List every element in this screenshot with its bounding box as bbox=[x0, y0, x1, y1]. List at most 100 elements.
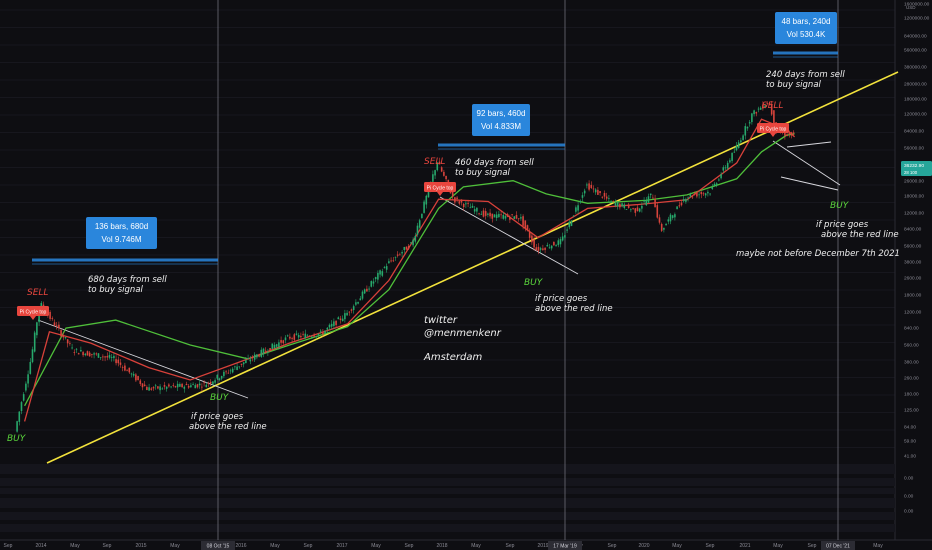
price-candle bbox=[304, 333, 307, 339]
price-candle bbox=[548, 247, 551, 249]
price-candle bbox=[64, 337, 67, 339]
price-candle bbox=[62, 335, 65, 338]
buy-label: BUY bbox=[524, 278, 544, 288]
price-candle bbox=[102, 356, 104, 358]
price-candle bbox=[370, 281, 373, 287]
price-candle bbox=[137, 376, 139, 381]
price-candle bbox=[311, 336, 313, 338]
price-candle bbox=[238, 366, 241, 368]
y-tick-label: 84.00 bbox=[904, 425, 916, 431]
x-tick-label: Sep bbox=[103, 543, 112, 549]
price-candle bbox=[203, 382, 205, 384]
price-candle bbox=[33, 332, 36, 352]
price-candle bbox=[324, 330, 326, 334]
price-candle bbox=[60, 330, 62, 337]
y-tick-label: 380000.00 bbox=[904, 65, 927, 71]
price-candle bbox=[236, 366, 238, 370]
price-candle bbox=[592, 188, 595, 190]
price-candle bbox=[438, 161, 441, 165]
price-candle bbox=[702, 193, 705, 195]
price-candle bbox=[729, 160, 731, 163]
measure-volume: Vol 530.4K bbox=[787, 30, 826, 39]
price-candle bbox=[187, 385, 190, 388]
price-candle bbox=[174, 386, 177, 388]
price-candle bbox=[522, 216, 524, 226]
price-candle bbox=[691, 196, 694, 198]
price-candle bbox=[289, 336, 291, 339]
price-candle bbox=[220, 376, 223, 379]
pi-cycle-top-label: Pi Cycle top bbox=[20, 309, 47, 315]
red-moving-average-line bbox=[23, 118, 796, 422]
price-candle bbox=[240, 363, 243, 365]
price-candle bbox=[361, 291, 364, 299]
price-candle bbox=[308, 335, 311, 337]
measure-info-box bbox=[86, 217, 157, 249]
price-candle bbox=[352, 306, 355, 311]
price-candle bbox=[273, 344, 276, 349]
price-candle bbox=[55, 325, 58, 327]
price-candle bbox=[445, 175, 447, 180]
price-candle bbox=[212, 381, 214, 385]
price-candle bbox=[333, 321, 335, 326]
price-candle bbox=[489, 212, 491, 217]
price-candle bbox=[73, 352, 76, 353]
price-candle bbox=[784, 130, 786, 136]
price-candle bbox=[207, 382, 210, 384]
price-candle bbox=[645, 200, 648, 206]
pi-cycle-top-pointer bbox=[770, 133, 776, 137]
price-candle bbox=[748, 122, 751, 124]
price-candle bbox=[383, 267, 386, 269]
price-candle bbox=[612, 200, 615, 202]
y-tick-label: 560.00 bbox=[904, 343, 919, 349]
price-candle bbox=[533, 239, 535, 248]
price-candle bbox=[630, 209, 632, 211]
price-candle bbox=[790, 132, 793, 136]
price-candle bbox=[757, 108, 760, 110]
price-candle bbox=[601, 196, 604, 198]
days-from-sell-note: 460 days from sell bbox=[455, 158, 534, 168]
price-candle bbox=[740, 140, 742, 143]
price-candle bbox=[616, 202, 619, 207]
price-candle bbox=[663, 227, 665, 230]
price-candle bbox=[737, 142, 740, 148]
y-tick-label: 18000.00 bbox=[904, 194, 924, 200]
current-price-countdown: 28 100 bbox=[904, 170, 918, 175]
price-candle bbox=[418, 220, 421, 228]
price-candle bbox=[209, 381, 212, 384]
y-tick-label: 280000.00 bbox=[904, 82, 927, 88]
price-candle bbox=[88, 352, 91, 357]
x-tick-label: 2021 bbox=[739, 543, 750, 549]
price-candle bbox=[619, 203, 621, 208]
price-candle bbox=[264, 350, 267, 352]
price-candle bbox=[480, 213, 483, 215]
price-candle bbox=[726, 162, 729, 169]
price-candle bbox=[185, 383, 188, 386]
price-candle bbox=[467, 203, 469, 204]
price-candle bbox=[234, 366, 236, 368]
x-tick-label: 2017 bbox=[336, 543, 347, 549]
panel-band bbox=[0, 488, 895, 494]
pi-cycle-top-label: Pi Cycle top bbox=[427, 185, 454, 191]
price-candle bbox=[722, 167, 725, 171]
days-from-sell-note: to buy signal bbox=[88, 285, 144, 295]
price-candle bbox=[157, 386, 159, 389]
price-candle bbox=[678, 205, 681, 207]
date-flag bbox=[548, 541, 582, 550]
price-candle bbox=[267, 351, 269, 353]
maybe-not-before-note: maybe not before December 7th 2021 bbox=[736, 249, 900, 259]
price-candle bbox=[22, 394, 25, 401]
price-candle bbox=[632, 208, 634, 209]
price-candle bbox=[363, 289, 366, 294]
x-tick-label: 2019 bbox=[537, 543, 548, 549]
price-candle bbox=[293, 334, 296, 340]
price-candle bbox=[119, 362, 122, 365]
price-candle bbox=[586, 184, 588, 186]
y-tick-label: 59.00 bbox=[904, 439, 916, 445]
price-candle bbox=[392, 260, 395, 262]
days-from-sell-note: 240 days from sell bbox=[766, 70, 845, 80]
price-candle bbox=[410, 242, 412, 244]
y-tick-label: 1800.00 bbox=[904, 293, 922, 299]
price-candle bbox=[295, 333, 298, 335]
price-candle bbox=[194, 385, 197, 389]
